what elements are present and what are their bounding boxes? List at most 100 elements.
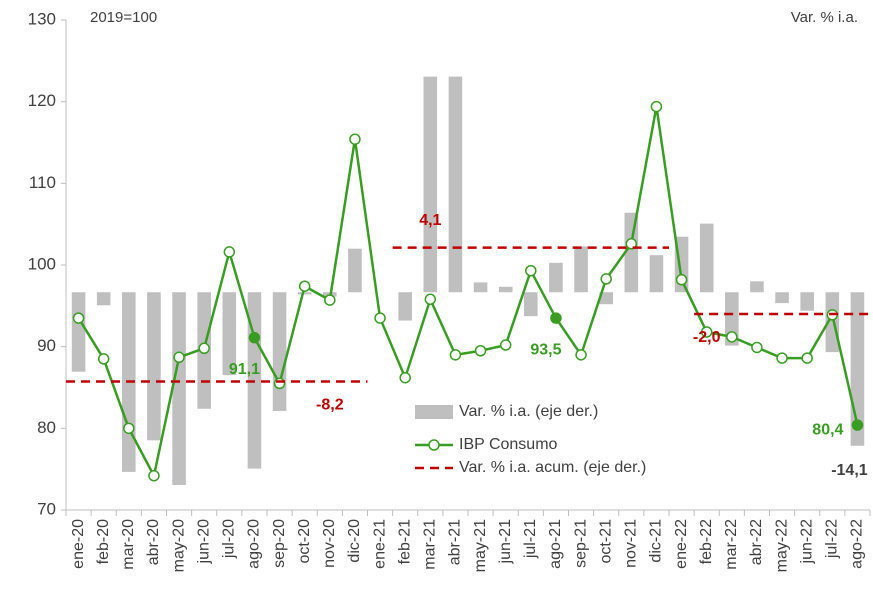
marker (223, 246, 236, 258)
marker (399, 371, 411, 384)
marker (123, 422, 135, 435)
bar (398, 292, 412, 321)
marker (776, 352, 788, 364)
y-tick-label: 100 (28, 254, 56, 273)
y-tick-label: 70 (37, 499, 56, 518)
data-label: -2,0 (693, 329, 721, 346)
annotation: Var. % i.a. (791, 9, 858, 26)
marker (700, 326, 713, 338)
x-tick-label: ago-21 (547, 519, 564, 569)
marker (474, 345, 487, 357)
marker (499, 339, 512, 351)
bar (825, 292, 840, 353)
x-tick-label: dic-20 (346, 519, 363, 563)
legend-label: Var. % i.a. acum. (eje der.) (459, 459, 646, 476)
marker (248, 331, 261, 344)
marker (600, 273, 612, 285)
x-tick-label: feb-22 (698, 519, 715, 564)
marker (525, 264, 537, 277)
marker (726, 331, 738, 343)
legend-label: Var. % i.a. (eje der.) (459, 403, 598, 420)
x-tick-label: dic-21 (648, 519, 665, 563)
y-tick-label: 130 (28, 9, 56, 28)
bar (800, 292, 814, 311)
x-tick-label: nov-21 (623, 519, 640, 568)
marker (148, 469, 160, 482)
bar (71, 292, 86, 372)
bar (297, 292, 312, 295)
x-tick-label: ago-20 (246, 519, 263, 569)
bar (524, 292, 538, 317)
line (77, 106, 859, 480)
bar (96, 292, 111, 306)
bar (775, 292, 789, 304)
x-tick-label: nov-20 (321, 519, 338, 568)
bar (147, 292, 161, 441)
x-tick-label: abr-20 (145, 519, 162, 565)
bar (498, 286, 513, 293)
x-tick-label: may-20 (170, 519, 187, 572)
bar (624, 212, 639, 293)
bar (649, 255, 664, 293)
x-tick-label: jul-20 (221, 519, 238, 559)
marker (97, 353, 110, 365)
bar (222, 292, 237, 375)
x-tick-label: oct-21 (597, 519, 614, 564)
dashed-line (66, 246, 870, 383)
x-tick-label: may-22 (773, 519, 790, 572)
marker (675, 273, 688, 286)
bar (599, 292, 613, 305)
marker (374, 312, 386, 324)
legend-swatch (415, 405, 453, 419)
x-tick-label: abr-21 (447, 519, 464, 565)
bar (699, 223, 714, 293)
data-label: 93,5 (530, 341, 561, 358)
marker (751, 341, 763, 354)
data-label: -14,1 (831, 462, 868, 479)
marker (324, 294, 336, 306)
data-label: 80,4 (812, 421, 843, 438)
legend-marker (428, 439, 440, 451)
x-tick-label: feb-20 (95, 519, 112, 564)
marker (173, 351, 185, 364)
marker (198, 342, 210, 355)
bar (423, 76, 438, 293)
x-tick-label: mar-22 (723, 519, 740, 570)
x-tick-label: jun-20 (195, 519, 212, 565)
x-tick-label: sep-20 (271, 519, 288, 568)
marker (625, 238, 638, 250)
marker (273, 377, 286, 390)
x-tick-label: sep-21 (572, 519, 589, 568)
x-tick-label: oct-20 (296, 519, 313, 564)
x-tick-label: jun-22 (798, 519, 815, 565)
x-tick-label: ene-22 (673, 519, 690, 569)
bar (448, 76, 463, 293)
x-tick-label: jul-21 (522, 519, 539, 559)
x-tick-label: jul-22 (824, 519, 841, 559)
data-label: -8,2 (316, 397, 344, 414)
marker (424, 293, 437, 306)
x-tick-label: ago-22 (849, 519, 866, 569)
y-tick-label: 90 (37, 336, 56, 355)
bar (272, 292, 287, 411)
marker (851, 419, 864, 431)
x-tick-label: ene-20 (70, 519, 87, 569)
data-label: 4,1 (419, 212, 441, 229)
x-tick-label: feb-21 (396, 519, 413, 564)
bar (549, 262, 563, 293)
bar (172, 292, 186, 485)
marker (349, 133, 361, 145)
x-tick-label: ene-21 (371, 519, 388, 569)
data-label: 91,1 (229, 361, 260, 378)
bar (348, 248, 362, 293)
x-tick-label: may-21 (472, 519, 489, 572)
marker (575, 349, 587, 361)
x-tick-label: mar-21 (422, 519, 439, 570)
marker (801, 352, 813, 364)
bar (473, 282, 488, 293)
bar (574, 246, 588, 293)
bar (750, 281, 764, 293)
marker (650, 100, 663, 113)
y-tick-label: 80 (37, 418, 56, 437)
